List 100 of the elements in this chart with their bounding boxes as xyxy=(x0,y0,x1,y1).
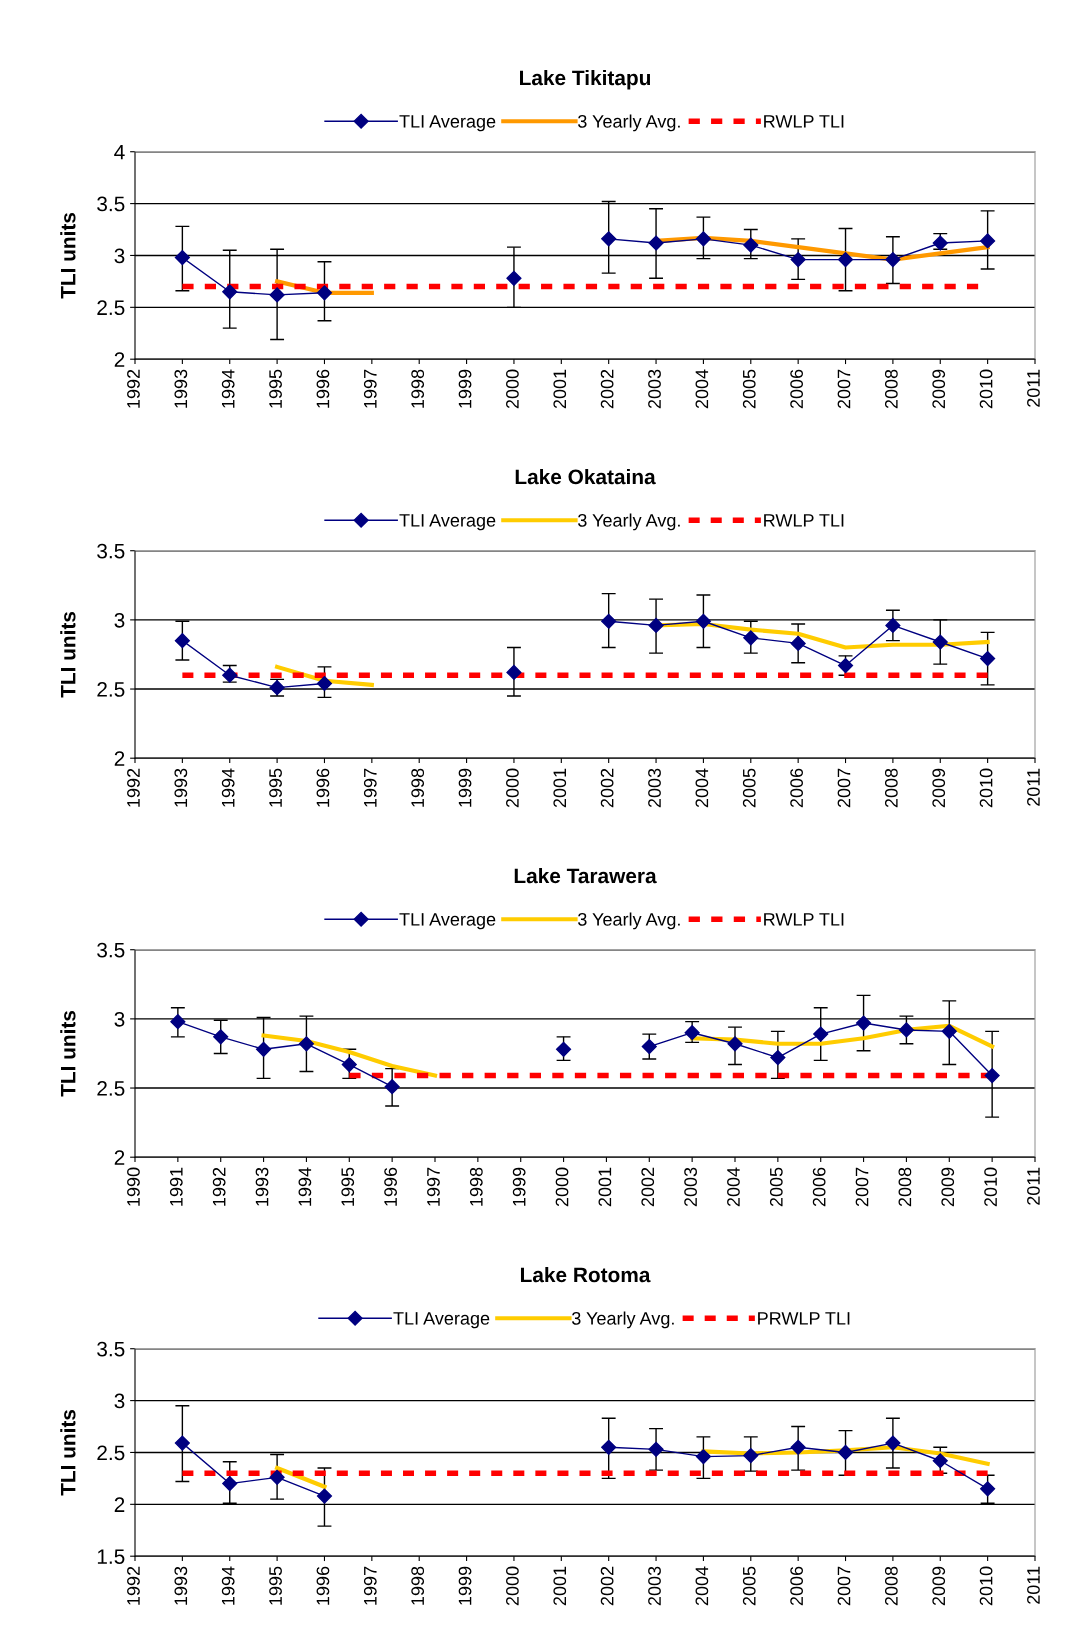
x-tick-label: 2002 xyxy=(600,369,614,409)
y-tick-label: 2.5 xyxy=(97,1445,125,1461)
x-tick-label: 1998 xyxy=(411,1566,425,1605)
legend-label: RWLP TLI xyxy=(764,115,844,128)
point xyxy=(941,1023,957,1039)
x-tick-label: 2006 xyxy=(790,1566,803,1606)
point xyxy=(269,1469,285,1485)
x-tick-label: 2004 xyxy=(695,369,709,409)
x-tick-label: 1998 xyxy=(411,768,425,807)
legend-label: 3 Yearly Avg. xyxy=(578,912,680,930)
y-tick-label: 3.5 xyxy=(97,1341,125,1357)
x-tick-label: 1999 xyxy=(512,1167,526,1206)
x-tick-label: 1994 xyxy=(221,1566,235,1605)
x-tick-label: 1992 xyxy=(127,1566,140,1605)
y-axis-title: TLI units xyxy=(60,1010,76,1097)
x-tick-label: 2008 xyxy=(884,768,898,808)
point xyxy=(743,237,759,253)
x-tick-label: 2005 xyxy=(769,1167,783,1207)
y-tick-label: 3.5 xyxy=(97,196,125,212)
point xyxy=(885,1435,901,1451)
point xyxy=(601,613,617,629)
x-tick-label: 2007 xyxy=(837,369,851,409)
legend-label: TLI Average xyxy=(399,115,496,132)
point xyxy=(174,249,190,266)
y-tick-label: 2 xyxy=(114,751,125,766)
x-tick-label: 2001 xyxy=(553,768,567,808)
y-tick-label: 2 xyxy=(114,1150,125,1165)
x-tick-label: 2007 xyxy=(855,1167,869,1207)
point xyxy=(790,252,806,268)
point xyxy=(641,1038,657,1055)
legend-label: 3 Yearly Avg. xyxy=(578,513,680,531)
point xyxy=(684,1025,700,1041)
point xyxy=(556,1041,572,1057)
point xyxy=(648,235,664,251)
x-tick-label: 1994 xyxy=(298,1167,312,1206)
x-tick-label: 1996 xyxy=(316,369,330,408)
x-tick-label: 2000 xyxy=(506,1566,519,1606)
point xyxy=(727,1036,743,1052)
legend-label: RWLP TLI xyxy=(764,514,844,527)
x-tick-label: 1993 xyxy=(174,768,188,807)
y-axis-title: TLI units xyxy=(60,611,76,698)
point xyxy=(980,233,996,249)
x-tick-label: 1996 xyxy=(316,768,330,807)
y-tick-label: 3 xyxy=(114,1393,125,1409)
legend-label: TLI Average xyxy=(399,514,496,531)
point xyxy=(341,1056,357,1073)
chart-title: Lake Tarawera xyxy=(514,867,657,884)
y-tick-label: 3.5 xyxy=(97,543,125,559)
x-tick-label: 2004 xyxy=(727,1167,740,1207)
point xyxy=(384,1079,400,1095)
x-tick-label: 2001 xyxy=(598,1167,612,1207)
x-tick-label: 2002 xyxy=(600,768,614,808)
x-tick-label: 1991 xyxy=(169,1167,183,1206)
x-tick-label: 1992 xyxy=(212,1167,226,1206)
x-tick-label: 2008 xyxy=(884,369,898,409)
point xyxy=(316,285,333,301)
x-tick-label: 2009 xyxy=(932,768,946,808)
x-tick-label: 2002 xyxy=(641,1167,655,1207)
x-tick-label: 2010 xyxy=(984,1167,997,1207)
x-tick-label: 2001 xyxy=(553,369,567,409)
y-tick-label: 3 xyxy=(114,248,125,264)
point xyxy=(648,617,664,633)
x-tick-label: 2002 xyxy=(600,1566,614,1606)
y-tick-label: 4 xyxy=(114,144,125,160)
point xyxy=(837,1444,854,1461)
y-axis-title: TLI units xyxy=(60,1409,76,1496)
point xyxy=(170,1014,186,1030)
y-tick-label: 2 xyxy=(114,352,125,367)
x-tick-label: 2010 xyxy=(979,1566,993,1606)
x-tick-label: 1993 xyxy=(174,369,188,408)
point xyxy=(695,231,711,247)
chart-title: Lake Rotoma xyxy=(520,1266,651,1283)
x-tick-label: 1997 xyxy=(363,768,377,807)
x-tick-label: 1995 xyxy=(269,369,282,408)
x-tick-label: 1995 xyxy=(269,768,282,807)
point xyxy=(601,231,617,247)
point xyxy=(316,1488,333,1504)
x-tick-label: 2009 xyxy=(941,1167,955,1207)
x-tick-label: 2011 xyxy=(1027,1566,1040,1604)
x-tick-label: 1996 xyxy=(316,1566,330,1605)
x-tick-label: 2008 xyxy=(898,1167,912,1207)
point xyxy=(695,613,711,629)
x-tick-label: 2011 xyxy=(1027,768,1040,806)
x-tick-label: 2011 xyxy=(1027,369,1040,407)
point xyxy=(837,252,854,268)
x-tick-label: 1994 xyxy=(221,768,235,807)
point xyxy=(984,1068,1000,1084)
point xyxy=(790,1439,806,1455)
y-tick-label: 2.5 xyxy=(97,1081,125,1096)
point xyxy=(648,1441,664,1457)
x-tick-label: 2011 xyxy=(1027,1167,1040,1205)
x-tick-label: 1998 xyxy=(411,369,425,408)
point xyxy=(506,270,522,286)
x-tick-label: 2001 xyxy=(553,1566,567,1606)
point xyxy=(174,633,190,649)
legend-label: RWLP TLI xyxy=(764,913,844,926)
x-tick-label: 2005 xyxy=(742,369,756,409)
point xyxy=(256,1041,272,1057)
x-tick-label: 2003 xyxy=(648,369,661,409)
point xyxy=(174,1435,190,1451)
